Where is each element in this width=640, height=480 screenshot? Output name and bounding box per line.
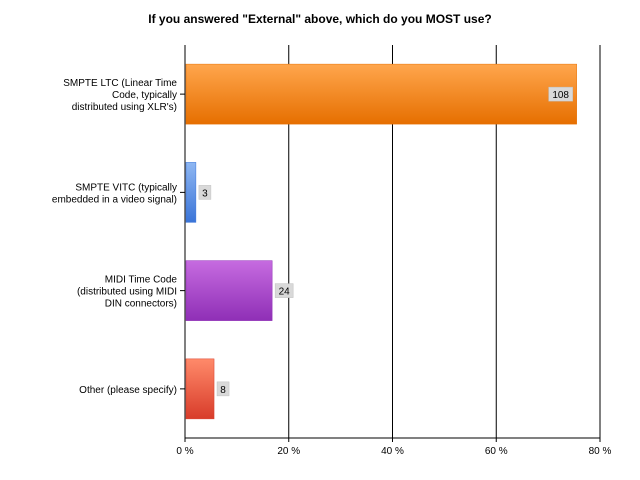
data-label: 8 [220, 385, 226, 396]
category-label: SMPTE LTC (Linear Time Code, typically dis… [63, 78, 177, 113]
data-label: 3 [202, 188, 208, 199]
data-label-box [198, 185, 212, 200]
bar [185, 358, 215, 420]
data-label-box [274, 283, 294, 298]
x-tick-label: 60 % [485, 446, 508, 457]
x-tick-label: 0 % [176, 446, 193, 457]
category-label: MIDI Time Code (distributed using MIDI DIN… [77, 275, 177, 310]
chart-title: If you answered "External" above, which … [148, 12, 492, 26]
data-label: 24 [279, 287, 291, 298]
data-label: 108 [552, 90, 569, 101]
bar [185, 162, 197, 223]
x-tick-label: 80 % [589, 446, 612, 457]
data-label-box [216, 381, 230, 397]
category-label: SMPTE VITC (typically embedded in a video… [52, 182, 177, 205]
x-tick-label: 40 % [381, 446, 404, 457]
category-label: Other (please specify) [79, 385, 177, 396]
bar [185, 260, 273, 321]
bar [185, 63, 577, 125]
data-label-box [548, 86, 573, 102]
x-tick-label: 20 % [277, 446, 300, 457]
